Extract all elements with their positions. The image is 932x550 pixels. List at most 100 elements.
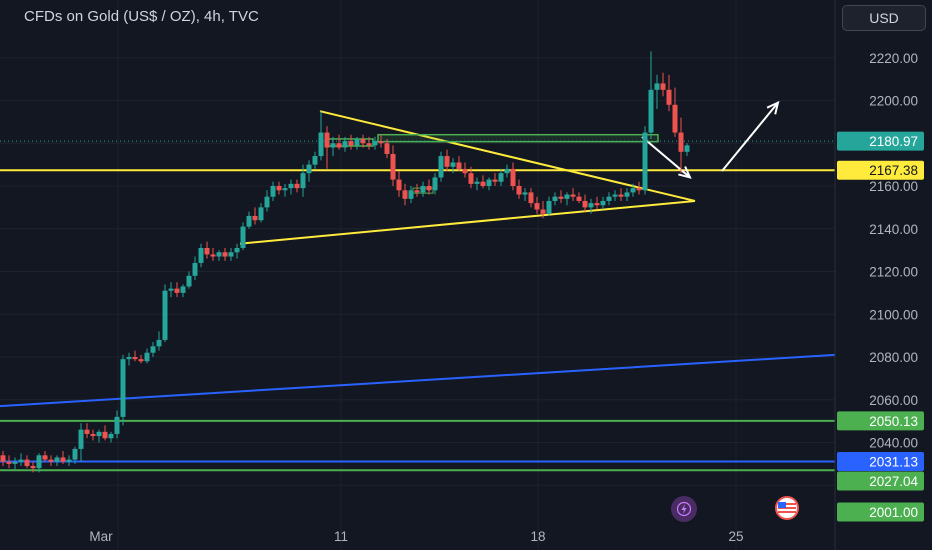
candle-body xyxy=(576,196,582,201)
price-tick-label: 2080.00 xyxy=(869,350,918,365)
candle-body xyxy=(390,153,396,180)
price-label-bg xyxy=(837,131,924,151)
us-flag-glyph xyxy=(775,496,799,520)
price-tick-label: 2040.00 xyxy=(869,436,918,451)
candle-body xyxy=(528,192,534,204)
candle-body xyxy=(354,138,360,146)
candle-body xyxy=(234,247,240,253)
candle-body xyxy=(426,186,432,191)
candle-body xyxy=(240,226,246,248)
candle-body xyxy=(162,290,168,340)
candle-body xyxy=(402,190,408,199)
candle-body xyxy=(12,461,18,464)
candle-body xyxy=(570,194,576,197)
candle-body xyxy=(192,262,198,276)
arrow-line xyxy=(641,136,691,179)
candle-body xyxy=(606,196,612,201)
candle-body xyxy=(36,455,42,469)
candle-body xyxy=(522,192,528,195)
candle-body xyxy=(102,431,108,439)
price-label-bg xyxy=(837,471,924,491)
price-label-text: 2050.13 xyxy=(869,414,918,429)
candle-body xyxy=(204,247,210,255)
candle-body xyxy=(474,181,480,184)
candle-body xyxy=(684,145,690,152)
chart-grid xyxy=(0,0,835,550)
candle-body xyxy=(210,254,216,257)
candle-body xyxy=(594,203,600,206)
candle-body xyxy=(510,168,516,186)
candle-body xyxy=(648,89,654,133)
candle-body xyxy=(216,252,222,257)
price-tick-label: 2120.00 xyxy=(869,265,918,280)
arrow-head xyxy=(766,100,780,115)
candle-body xyxy=(462,168,468,174)
price-label-bg xyxy=(837,160,924,180)
candle-body xyxy=(306,164,312,174)
candle-body xyxy=(144,352,150,362)
candle-body xyxy=(660,83,666,90)
candle-body xyxy=(114,416,120,434)
candle-body xyxy=(108,433,114,439)
candle-body xyxy=(588,203,594,208)
candle-body xyxy=(54,457,60,462)
candle-body xyxy=(672,104,678,133)
candle-body xyxy=(666,89,672,105)
candle-body xyxy=(318,132,324,157)
candle-body xyxy=(78,429,84,449)
candle-body xyxy=(324,132,330,148)
candle-body xyxy=(198,247,204,263)
candle-body xyxy=(132,357,138,360)
currency-button[interactable]: USD xyxy=(842,5,926,31)
candle-body xyxy=(378,141,384,144)
candle-body xyxy=(432,177,438,191)
candle-body xyxy=(276,186,282,191)
candle-body xyxy=(450,162,456,167)
price-tick-label: 2200.00 xyxy=(869,94,918,109)
candle-body xyxy=(156,339,162,347)
price-tick-label: 2220.00 xyxy=(869,51,918,66)
price-tick-label: 2140.00 xyxy=(869,222,918,237)
candle-body xyxy=(30,466,36,469)
candle-body xyxy=(168,288,174,291)
candle-body xyxy=(180,286,186,293)
candle-body xyxy=(138,359,144,362)
price-label-bg xyxy=(837,411,924,431)
candle-body xyxy=(642,132,648,191)
candlestick-series xyxy=(0,51,690,473)
candle-body xyxy=(126,357,132,360)
candle-body xyxy=(414,190,420,193)
candle-body xyxy=(498,173,504,182)
trend-line xyxy=(0,353,836,408)
candle-body xyxy=(372,141,378,146)
candle-body xyxy=(618,194,624,197)
candle-body xyxy=(438,156,444,178)
candle-body xyxy=(174,288,180,293)
candle-body xyxy=(42,455,48,460)
time-tick-label: 18 xyxy=(530,529,545,544)
candle-body xyxy=(564,194,570,199)
candle-body xyxy=(252,215,258,221)
candle-body xyxy=(456,162,462,169)
time-tick-label: 25 xyxy=(728,529,743,544)
price-tick-label: 2100.00 xyxy=(869,307,918,322)
candle-body xyxy=(120,359,126,417)
lightning-icon[interactable] xyxy=(671,496,697,522)
candle-body xyxy=(624,192,630,197)
price-tick-label: 2060.00 xyxy=(869,393,918,408)
candle-body xyxy=(48,459,54,462)
price-labels: 2180.97 2167.38 2050.13 2031.13 2027.04 2001.… xyxy=(837,131,924,522)
candle-body xyxy=(516,186,522,195)
candle-body xyxy=(84,429,90,434)
candle-body xyxy=(636,188,642,191)
candle-body xyxy=(534,203,540,210)
us-flag-icon[interactable] xyxy=(773,496,801,520)
candle-body xyxy=(72,448,78,460)
time-tick-label: 11 xyxy=(334,529,348,544)
time-axis[interactable]: Mar 11 18 25 xyxy=(89,529,743,544)
candle-body xyxy=(486,179,492,186)
price-label-text: 2167.38 xyxy=(869,163,918,178)
candle-body xyxy=(468,173,474,184)
price-label-bg xyxy=(837,502,924,522)
